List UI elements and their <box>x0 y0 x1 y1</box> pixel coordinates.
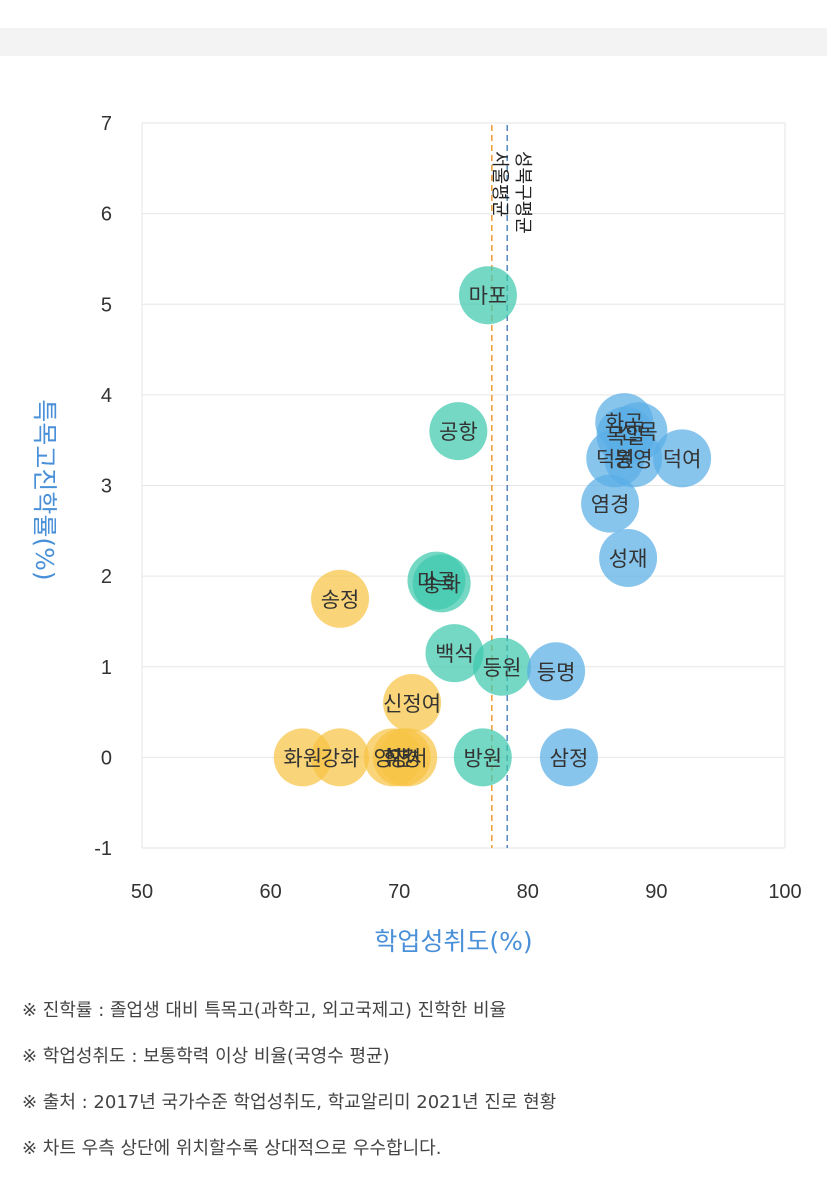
data-point <box>412 554 471 613</box>
y-tick-label: 5 <box>101 294 112 316</box>
data-label: 마포 <box>469 284 508 308</box>
x-tick-label: 90 <box>645 881 667 900</box>
footnotes: ※ 진학률 : 졸업생 대비 특목고(과학고, 외고국제고) 진학한 비율 ※ … <box>22 996 812 1180</box>
y-axis-title: 특목고진학률(%) <box>30 399 59 581</box>
data-label: 송정 <box>321 588 360 612</box>
data-label: 마곡 <box>417 570 456 594</box>
data-point <box>458 266 517 325</box>
data-point <box>581 474 640 533</box>
data-label: 덕여 <box>663 447 702 471</box>
data-point <box>599 529 658 587</box>
footnote-line: ※ 출처 : 2017년 국가수준 학업성취도, 학교알리미 2021년 진로 … <box>22 1092 557 1113</box>
y-tick-label: 7 <box>101 113 112 135</box>
footnote-line: ※ 진학률 : 졸업생 대비 특목고(과학고, 외고국제고) 진학한 비율 <box>22 1000 507 1021</box>
data-label: 염경 <box>591 493 630 517</box>
footnote-line: ※ 차트 우측 상단에 위치할수록 상대적으로 우수합니다. <box>22 1138 442 1159</box>
data-label: 성재 <box>609 547 648 571</box>
reference-line-label: 성북구평균 <box>512 151 533 234</box>
data-label: 봉영 <box>614 447 653 471</box>
y-tick-label: 3 <box>101 476 112 498</box>
data-label: 등명 <box>537 660 576 684</box>
x-axis-title: 학업성취도(%) <box>374 927 533 956</box>
footnote-line: ※ 학업성취도 : 보통학력 이상 비율(국영수 평균) <box>22 1046 390 1067</box>
data-label: 화원 <box>283 746 322 770</box>
data-label: 신목 <box>619 420 658 444</box>
data-point <box>604 429 663 488</box>
y-tick-label: 0 <box>101 747 112 769</box>
data-label: 화곡 <box>605 411 644 435</box>
data-label: 양서 <box>389 746 428 770</box>
data-point <box>539 728 598 787</box>
top-bar <box>0 28 827 56</box>
x-tick-label: 70 <box>388 881 410 900</box>
data-label: 강화 <box>321 746 360 770</box>
data-point <box>383 674 442 732</box>
y-tick-label: 6 <box>101 204 112 226</box>
data-point <box>473 637 532 696</box>
y-tick-label: -1 <box>94 838 112 860</box>
data-point <box>425 624 484 683</box>
data-point <box>527 642 586 701</box>
y-tick-label: 2 <box>101 566 112 588</box>
y-tick-label: 1 <box>101 657 112 679</box>
data-label: 등원 <box>483 656 522 680</box>
data-label: 양천 <box>373 746 412 770</box>
data-label: 송화 <box>422 572 461 596</box>
data-label: 삼정 <box>550 746 589 770</box>
y-tick-label: 4 <box>101 385 112 407</box>
axis-ticks: -1 0 1 2 3 4 5 6 7 50 60 70 80 90 100 <box>94 113 801 900</box>
data-point <box>311 569 370 628</box>
data-label: 신정여 <box>383 692 441 716</box>
data-point <box>311 728 370 787</box>
data-label: 방원 <box>463 746 502 770</box>
reference-line-label: 서울평균 <box>489 151 510 217</box>
data-point <box>453 728 512 787</box>
x-tick-label: 50 <box>131 881 153 900</box>
data-label: 공항 <box>439 420 478 444</box>
x-tick-label: 60 <box>259 881 281 900</box>
x-tick-label: 80 <box>517 881 539 900</box>
data-point <box>379 728 438 787</box>
data-point <box>429 402 488 461</box>
data-label: 목일 <box>606 425 645 449</box>
data-label: 휘경 <box>382 746 421 770</box>
data-label: 백석 <box>435 642 474 666</box>
x-tick-label: 100 <box>768 881 801 900</box>
data-label: 덕원 <box>596 447 635 471</box>
data-point <box>653 429 712 488</box>
